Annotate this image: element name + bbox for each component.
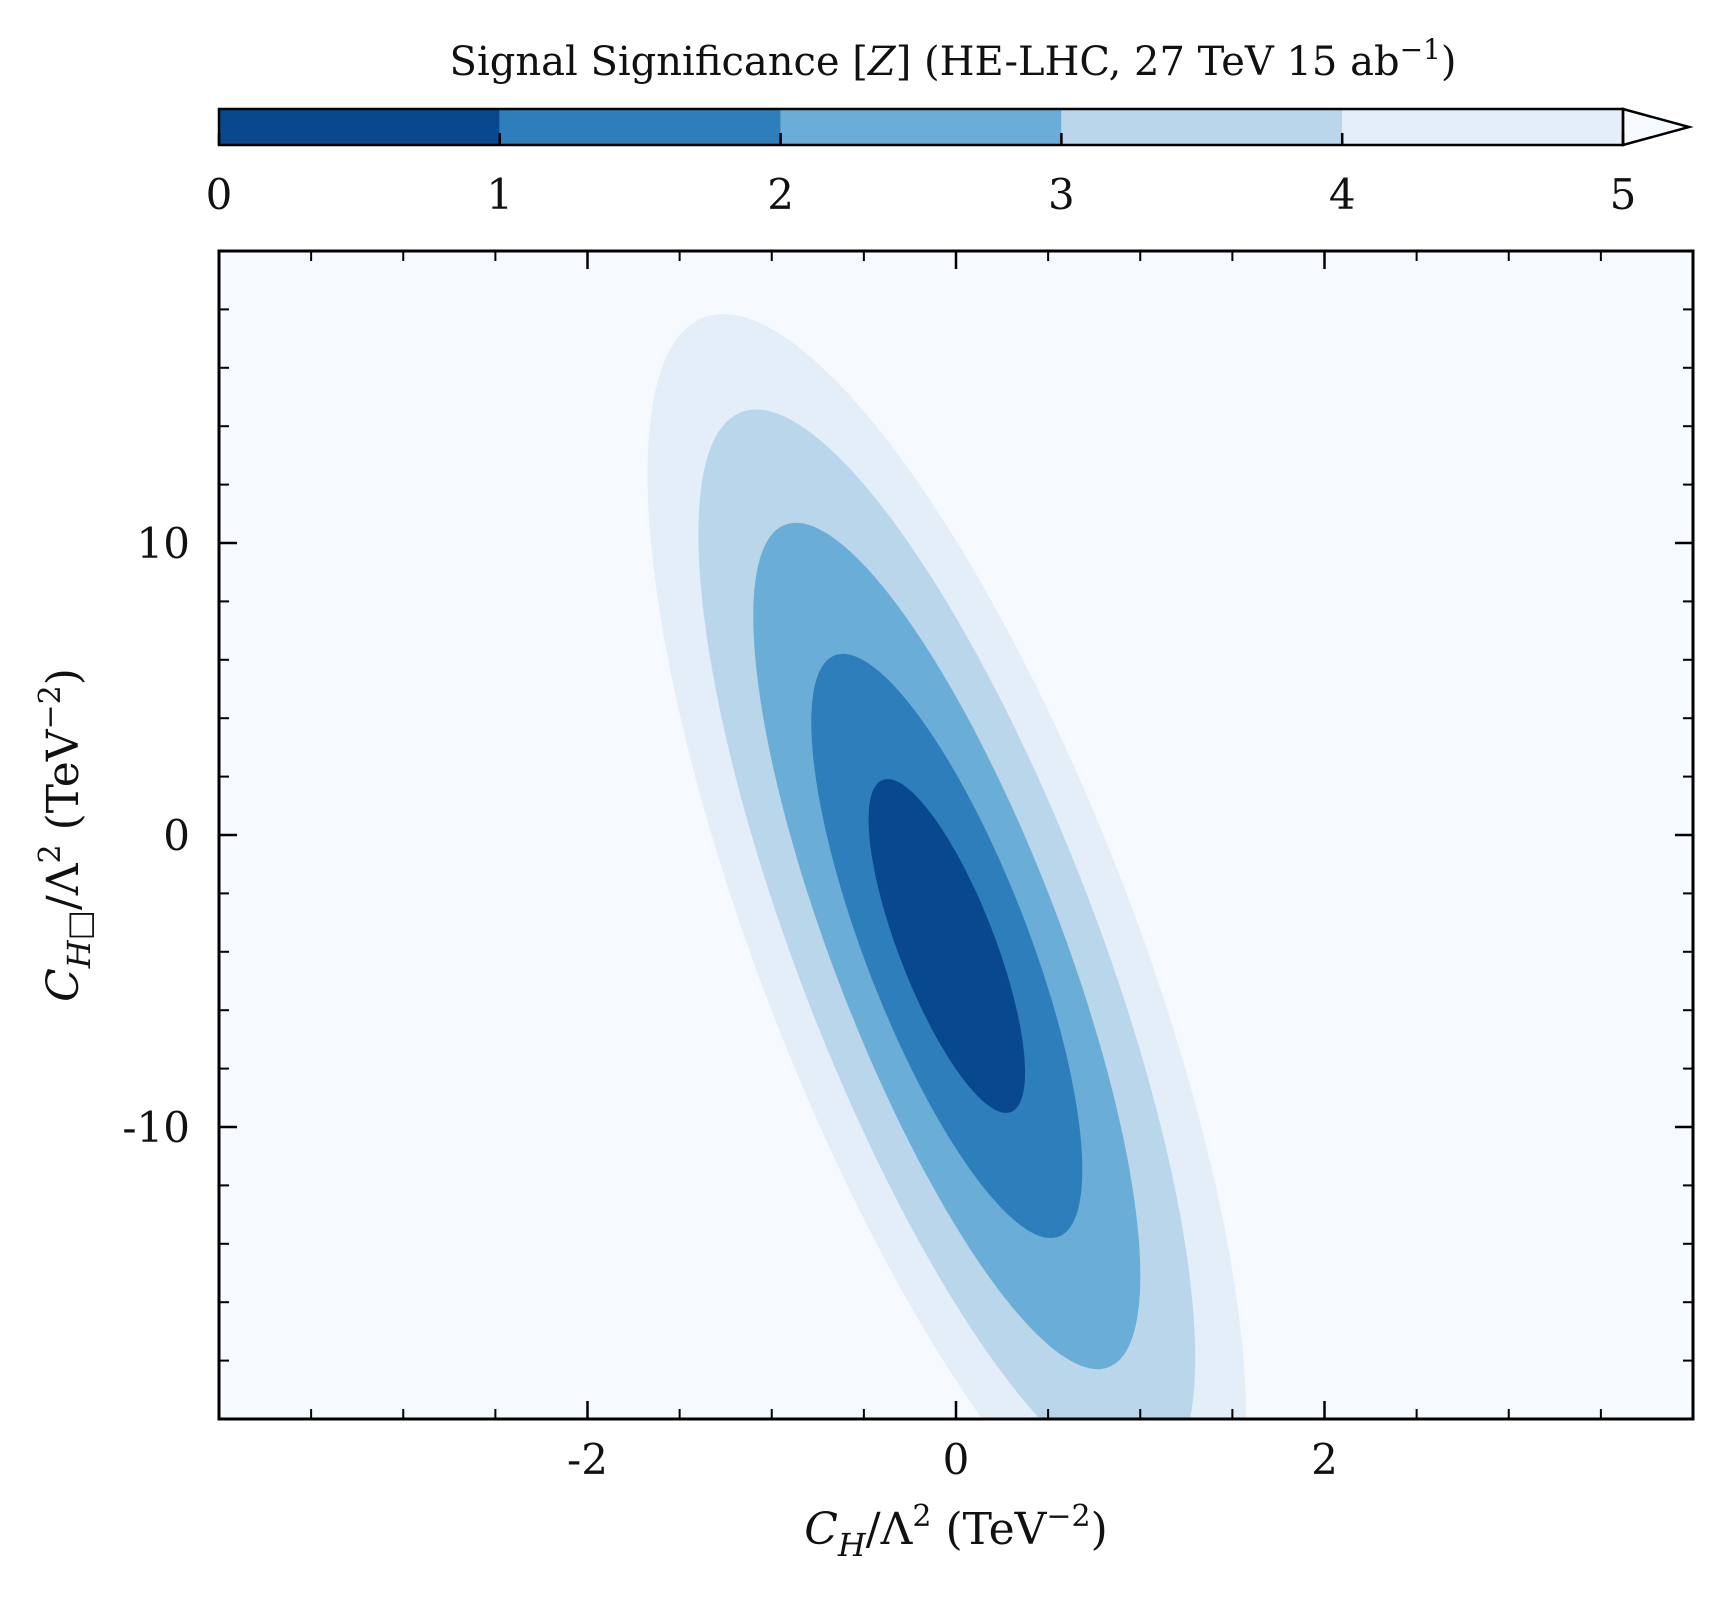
axis-ticks: -2 0 2 -10 0 10 (122, 251, 1693, 1484)
colorbar-tick-label: 0 (206, 170, 233, 219)
colorbar-segment-2-3 (780, 109, 1062, 145)
y-tick-label: 0 (163, 811, 190, 860)
colorbar-frame (217, 107, 1625, 147)
colorbar-extend-arrow (1621, 107, 1694, 147)
y-axis-label: CH□/Λ2 (TeV−2) (33, 668, 98, 1002)
x-tick-label: 0 (943, 1435, 970, 1484)
contour-regions (647, 314, 1246, 1419)
colorbar-tick-label: 2 (767, 170, 794, 219)
x-tick-label: -2 (567, 1435, 608, 1484)
colorbar-segment-3-4 (1061, 109, 1343, 145)
colorbar-tick-label: 1 (486, 170, 513, 219)
colorbar-segment-4-5 (1342, 109, 1623, 145)
colorbar-title: Signal Significance [Z] (HE-LHC, 27 TeV … (450, 33, 1457, 85)
colorbar-segment-1-2 (499, 109, 781, 145)
colorbar-tick-label: 5 (1610, 170, 1637, 219)
colorbar-tick-label: 4 (1329, 170, 1356, 219)
y-tick-label: 10 (137, 519, 190, 568)
contour-level-1 (868, 779, 1025, 1113)
colorbar-tick-label: 3 (1048, 170, 1075, 219)
x-tick-label: 2 (1311, 1435, 1338, 1484)
colorbar-segment-0-1 (219, 109, 500, 145)
x-axis-label: CH/Λ2 (TeV−2) (804, 1499, 1108, 1564)
colorbar: 0 1 2 3 4 5 (206, 107, 1694, 219)
y-tick-label: -10 (122, 1103, 190, 1152)
